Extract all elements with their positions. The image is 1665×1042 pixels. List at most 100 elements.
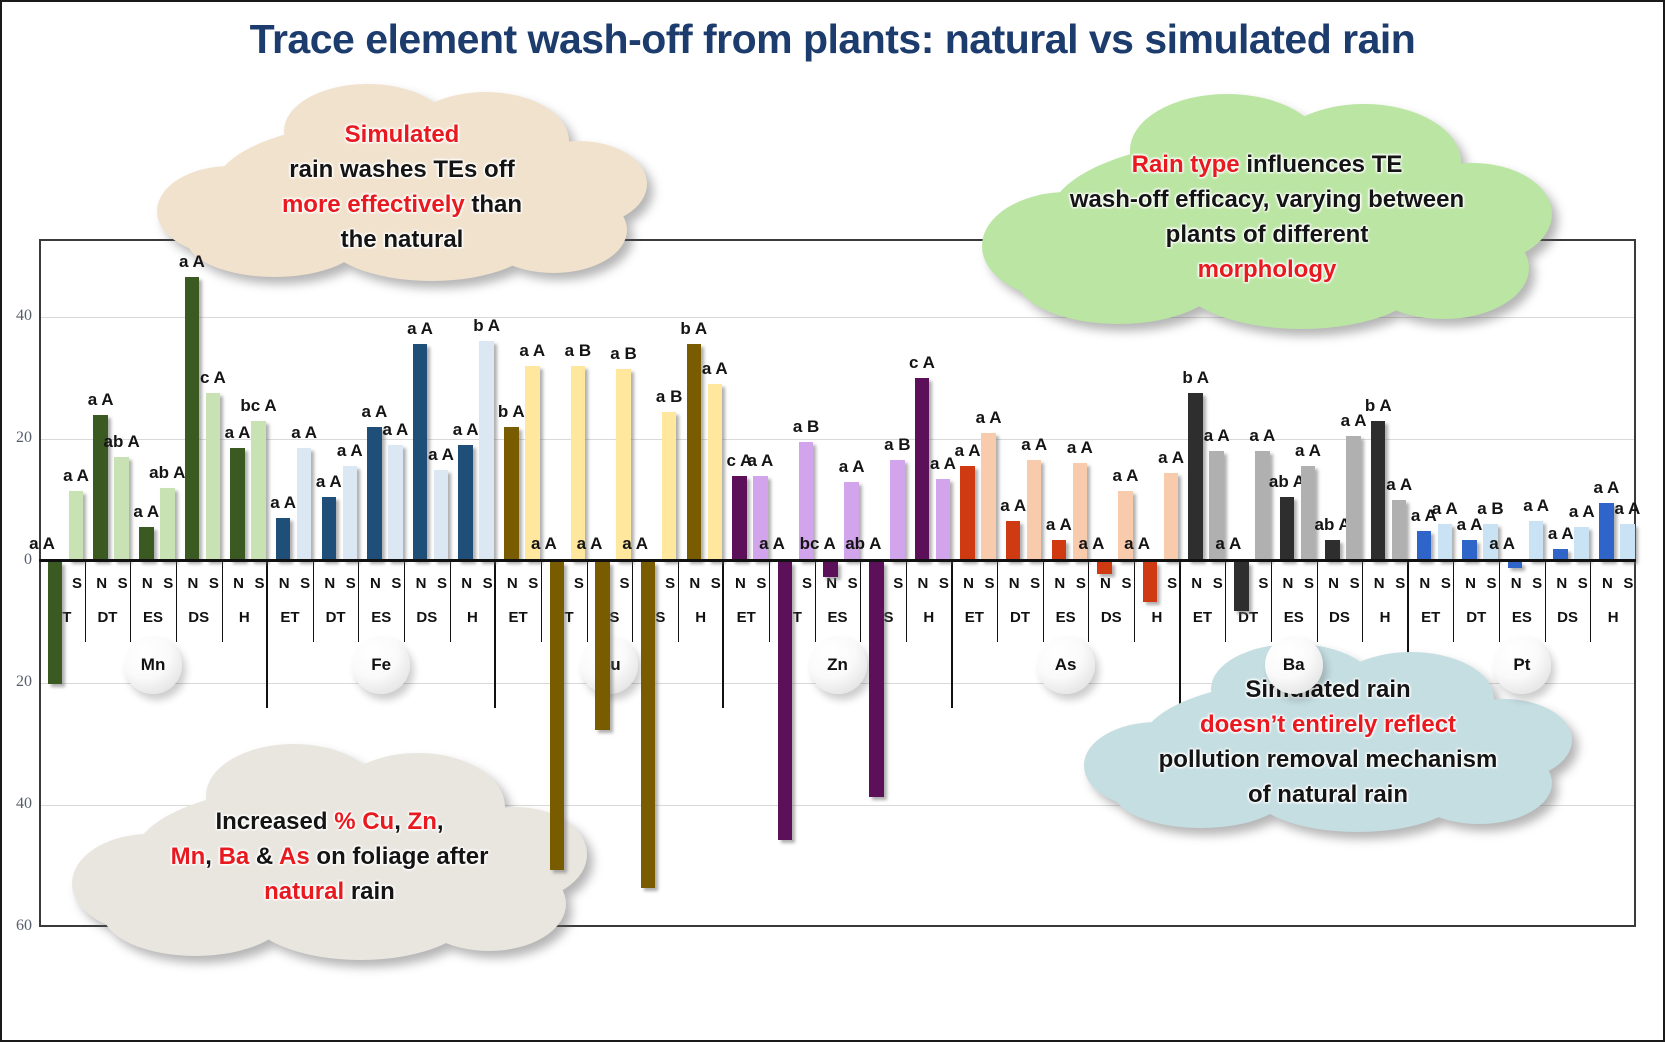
element-group-separator bbox=[494, 561, 497, 708]
bar-Pt-H-S bbox=[1620, 524, 1635, 561]
rain-type-label-Zn-DS-S: S bbox=[893, 575, 904, 592]
plant-separator bbox=[1316, 561, 1318, 642]
rain-type-label-Fe-ES-S: S bbox=[391, 575, 402, 592]
cloud-text-line: pollution removal mechanism bbox=[1158, 746, 1498, 773]
rain-type-label-Pt-ES-S: S bbox=[1532, 575, 1543, 592]
bar-As-H-S bbox=[1163, 472, 1179, 561]
sig-label-Pt-ET-S: a A bbox=[1431, 499, 1458, 519]
bar-As-DT-N bbox=[1005, 521, 1021, 561]
bar-Ba-ES-S bbox=[1300, 466, 1316, 561]
sig-label-Zn-ET-N: c A bbox=[726, 450, 753, 470]
cloud-rain-type-influences: Rain type influences TE wash-off efficacy… bbox=[982, 94, 1552, 339]
rain-type-label-Cu-ES-S: S bbox=[619, 575, 630, 592]
bar-Cu-ET-N bbox=[504, 426, 519, 561]
x-axis-zero-line bbox=[39, 559, 1636, 562]
cloud-text-line: doesn’t entirely reflect bbox=[1199, 711, 1457, 738]
rain-type-label-Cu-ET-S: S bbox=[528, 575, 539, 592]
cloud-text-line: rain washes TEs off bbox=[289, 155, 515, 183]
plant-separator bbox=[1499, 561, 1501, 642]
sig-label-Zn-DT-N: a A bbox=[759, 534, 785, 553]
rain-type-label-Fe-ET-N: N bbox=[278, 575, 290, 592]
sig-label-Mn-ET-N: a A bbox=[29, 534, 55, 553]
bar-Cu-DT-S bbox=[570, 365, 586, 561]
bar-Cu-ET-S bbox=[525, 365, 540, 561]
rain-type-label-Pt-DS-N: N bbox=[1556, 575, 1568, 592]
y-axis-tick-label: 0 bbox=[24, 551, 32, 568]
sig-label-Fe-ES-S: a A bbox=[382, 420, 409, 440]
bar-Fe-ET-S bbox=[296, 448, 312, 561]
bar-Cu-H-N bbox=[686, 344, 702, 561]
sig-label-Cu-ET-S: a A bbox=[519, 340, 546, 360]
sig-label-Ba-ET-S: a A bbox=[1203, 426, 1230, 446]
bar-Ba-DS-N bbox=[1325, 539, 1340, 561]
rain-type-label-Pt-H-N: N bbox=[1601, 575, 1613, 592]
cloud-text-line: Mn, Ba & As on foliage after bbox=[170, 843, 489, 870]
plant-separator bbox=[1042, 561, 1044, 642]
plant-separator bbox=[1453, 561, 1455, 642]
rain-type-label-Mn-ET-S: S bbox=[71, 575, 83, 592]
rain-type-label-Mn-DT-N: N bbox=[96, 575, 108, 592]
plant-label-Mn-ES: ES bbox=[143, 609, 164, 626]
bar-Zn-H-N bbox=[914, 378, 930, 561]
rain-type-label-Cu-ET-N: N bbox=[506, 575, 518, 592]
cloud-text-line: natural rain bbox=[264, 878, 395, 905]
sig-label-Fe-DT-S: a A bbox=[336, 441, 363, 461]
bar-Mn-ES-S bbox=[160, 487, 175, 561]
cloud-rain-type-influences-text: Rain type influences TE wash-off efficacy… bbox=[982, 94, 1552, 339]
plant-label-Pt-DT: DT bbox=[1466, 609, 1487, 626]
plant-label-Pt-H: H bbox=[1607, 609, 1619, 626]
sig-label-Pt-ES-N: a A bbox=[1489, 534, 1516, 553]
bar-Ba-ET-S bbox=[1209, 451, 1224, 561]
sig-label-Cu-DS-S: a B bbox=[655, 386, 683, 406]
sig-label-As-DT-N: a A bbox=[1000, 496, 1027, 516]
sig-label-Fe-DS-N: a A bbox=[407, 319, 433, 339]
bar-Mn-DS-N bbox=[184, 277, 200, 561]
rain-type-label-Mn-H-S: S bbox=[254, 575, 265, 592]
cloud-simulated-washes-more-effectively: Simulated rain washes TEs off more effecti… bbox=[157, 84, 647, 289]
rain-type-label-Pt-H-S: S bbox=[1623, 575, 1634, 592]
element-circle-As: As bbox=[1036, 636, 1095, 694]
rain-type-label-As-DT-S: S bbox=[1030, 575, 1041, 592]
sig-label-Pt-H-S: a A bbox=[1614, 499, 1641, 519]
plant-separator bbox=[540, 561, 542, 642]
bar-Ba-DT-S bbox=[1255, 451, 1270, 561]
plant-separator bbox=[449, 561, 451, 642]
cloud-text-line: Rain type influences TE bbox=[1131, 150, 1403, 178]
plant-label-Fe-H: H bbox=[467, 609, 478, 626]
bar-Fe-DS-S bbox=[433, 469, 449, 561]
cloud-simulated-doesnt-reflect: Simulated rain doesn’t entirely reflect po… bbox=[1084, 644, 1572, 840]
element-group-separator bbox=[950, 561, 953, 708]
bar-Mn-H-N bbox=[230, 448, 245, 561]
bar-Cu-DS-N bbox=[640, 562, 656, 889]
sig-label-Mn-ES-N: a A bbox=[133, 502, 160, 522]
plant-label-Ba-ES: ES bbox=[1283, 609, 1304, 626]
sig-label-Mn-H-N: a A bbox=[224, 423, 251, 443]
plant-separator bbox=[312, 561, 314, 642]
sig-label-As-ES-N: a A bbox=[1045, 514, 1072, 534]
element-circle-Zn: Zn bbox=[808, 636, 867, 694]
rain-type-label-Cu-H-S: S bbox=[710, 575, 721, 592]
plant-separator bbox=[358, 561, 360, 642]
bar-Cu-H-S bbox=[707, 384, 723, 561]
sig-label-Mn-H-S: bc A bbox=[240, 395, 277, 415]
sig-label-Pt-ES-S: a A bbox=[1523, 496, 1550, 516]
sig-label-Pt-H-N: a A bbox=[1593, 478, 1620, 498]
rain-type-label-Zn-ET-N: N bbox=[735, 575, 746, 592]
rain-type-label-Ba-H-N: N bbox=[1373, 575, 1385, 592]
rain-type-label-Mn-DS-N: N bbox=[187, 575, 199, 592]
cloud-text-line: wash-off efficacy, varying between bbox=[1069, 185, 1465, 213]
rain-type-label-Ba-ET-S: S bbox=[1212, 575, 1223, 592]
bar-Cu-ES-N bbox=[595, 562, 610, 730]
sig-label-Zn-DT-S: a B bbox=[792, 417, 820, 437]
bar-Ba-H-N bbox=[1370, 420, 1386, 561]
bar-Pt-DT-N bbox=[1462, 539, 1477, 561]
sig-label-Mn-DT-S: ab A bbox=[103, 432, 140, 452]
bar-Zn-DS-S bbox=[890, 460, 905, 561]
rain-type-label-Fe-ET-S: S bbox=[300, 575, 311, 592]
rain-type-label-Pt-ET-N: N bbox=[1419, 575, 1431, 592]
plant-label-Mn-DT: DT bbox=[97, 609, 118, 626]
plant-label-Zn-ES: ES bbox=[827, 609, 848, 626]
sig-label-Pt-DT-S: a B bbox=[1477, 499, 1504, 519]
plant-label-Pt-DS: DS bbox=[1557, 609, 1578, 626]
